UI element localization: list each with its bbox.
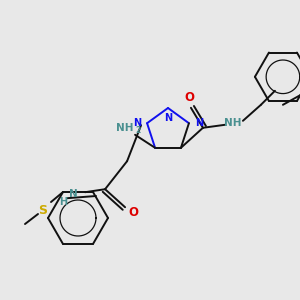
Text: O: O <box>184 91 194 104</box>
Text: 2: 2 <box>135 126 141 135</box>
Text: N: N <box>133 118 141 128</box>
Text: NH: NH <box>116 123 134 133</box>
Text: H: H <box>59 197 67 207</box>
Text: NH: NH <box>224 118 242 128</box>
Text: N: N <box>164 113 172 123</box>
Text: O: O <box>128 206 138 219</box>
Text: S: S <box>38 203 47 217</box>
Text: N: N <box>195 118 203 128</box>
Text: N: N <box>69 189 77 199</box>
